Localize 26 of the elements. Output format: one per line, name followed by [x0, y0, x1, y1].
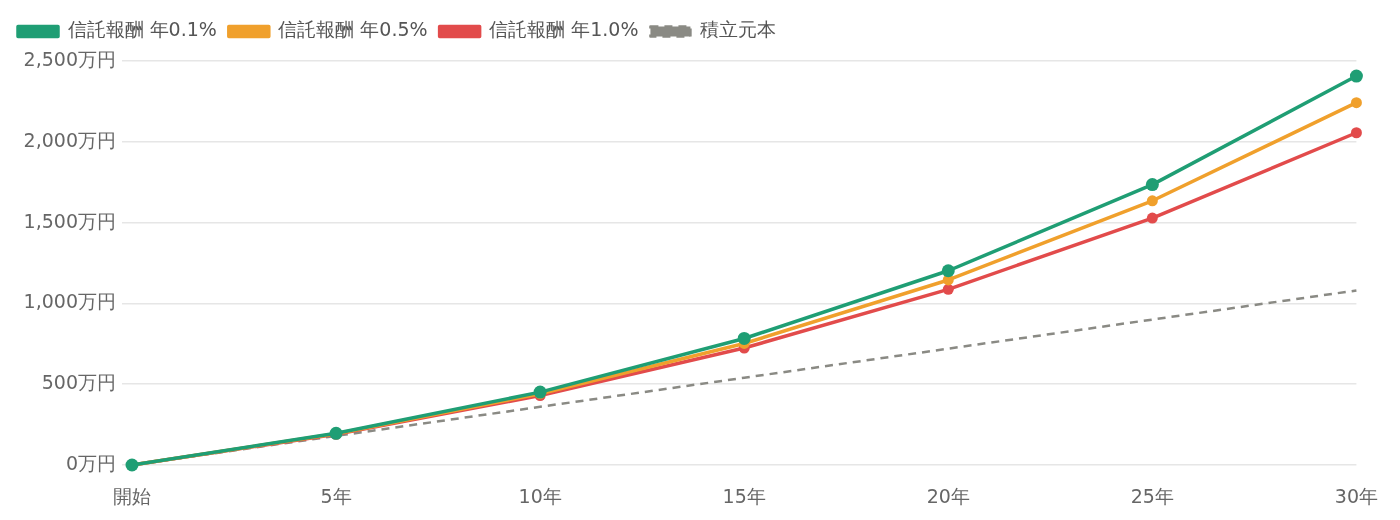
point	[1146, 212, 1158, 224]
point	[1349, 69, 1363, 83]
x-tick-label: 30年	[1334, 485, 1379, 508]
legend-label: 信託報酬 年0.5%	[278, 18, 428, 41]
y-tick-label: 2,500万円	[23, 47, 116, 70]
x-tick-label: 25年	[1130, 485, 1174, 508]
point	[737, 331, 751, 345]
point	[942, 283, 954, 295]
x-tick-label: 15年	[722, 485, 766, 508]
legend-label: 積立元本	[699, 18, 776, 41]
point	[1350, 127, 1362, 139]
x-tick-label: 開始	[113, 485, 151, 508]
point	[1350, 97, 1362, 109]
y-tick-label: 2,000万円	[23, 128, 116, 151]
y-tick-label: 500万円	[41, 371, 116, 394]
x-tick-label: 20年	[926, 485, 970, 508]
point	[1145, 178, 1159, 192]
y-tick-label: 1,500万円	[23, 209, 116, 232]
x-tick-label: 10年	[518, 485, 562, 508]
legend-label: 信託報酬 年1.0%	[489, 18, 639, 41]
point	[1146, 195, 1158, 207]
legend-label: 信託報酬 年0.1%	[67, 18, 217, 41]
y-tick-label: 1,000万円	[23, 290, 116, 313]
point	[941, 264, 955, 278]
x-tick-label: 5年	[320, 485, 352, 508]
y-tick-label: 0万円	[65, 451, 116, 474]
